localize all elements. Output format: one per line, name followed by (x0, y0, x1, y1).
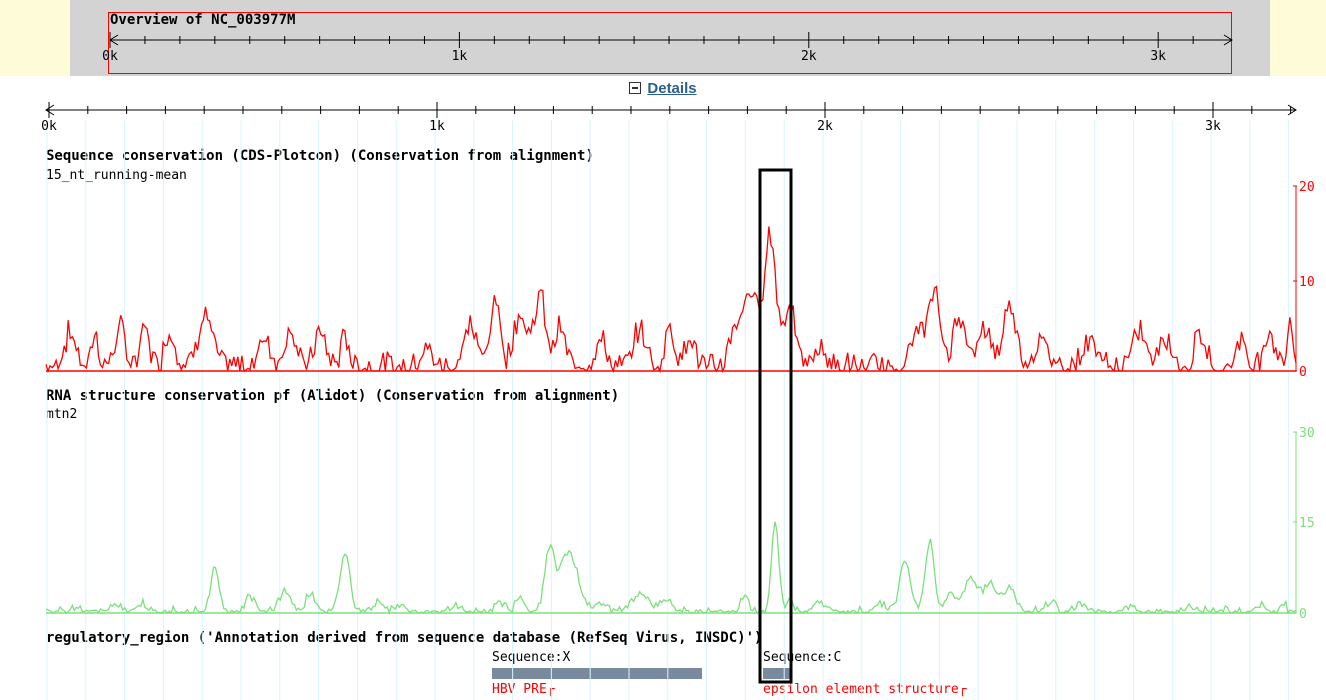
regulatory-track-title: regulatory_region ('Annotation derived f… (46, 630, 763, 646)
details-link[interactable]: Details (647, 80, 697, 97)
minus-box-icon[interactable] (629, 82, 642, 94)
feature-x-bar[interactable] (492, 668, 702, 679)
rna-conservation-line (45, 521, 1297, 616)
overview-title: Overview of NC_003977M (110, 12, 296, 28)
grid-lines (46, 120, 1290, 700)
ruler-tick-label: 2k (817, 119, 833, 134)
feature-c-bar[interactable] (763, 668, 791, 679)
rna-scale-label: 30 (1299, 426, 1315, 441)
overview-tick-label: 3k (1150, 49, 1166, 64)
rna-scale-label: 15 (1299, 516, 1315, 531)
rna-track-title: RNA structure conservation pf (Alidot) (… (46, 388, 620, 404)
highlight-region-box (758, 168, 793, 684)
overview-region-box[interactable] (108, 12, 1232, 74)
cds-scale-label: 20 (1299, 180, 1315, 195)
ruler-tick-label: 1k (429, 119, 445, 134)
overview-tick-label: 1k (452, 49, 468, 64)
cds-conservation-line (45, 226, 1297, 374)
overview-tick-label: 0k (102, 49, 118, 64)
rna-scale-label: 0 (1299, 607, 1307, 622)
cds-scale-label: 10 (1299, 275, 1315, 290)
overview-panel: Overview of NC_003977M (0, 0, 1326, 76)
ruler-tick-label: 3k (1205, 119, 1221, 134)
details-header: Details (0, 80, 1326, 102)
feature-c-label: Sequence:C (763, 650, 842, 665)
ruler-tick-label: 0k (41, 119, 57, 134)
feature-x-label: Sequence:X (492, 650, 571, 665)
rna-track-subtitle: mtn2 (46, 407, 78, 422)
feature-c-name[interactable]: epsilon element structure┌ (763, 682, 967, 697)
cds-track-subtitle: 15_nt_running-mean (46, 168, 187, 183)
overview-tick-label: 2k (801, 49, 817, 64)
feature-x-name[interactable]: HBV PRE┌ (492, 682, 555, 697)
cds-scale-label: 0 (1299, 365, 1307, 380)
cds-track-title: Sequence conservation (CDS-Plotcon) (Con… (46, 148, 594, 164)
ruler-arrow-left (45, 104, 55, 116)
ruler-arrow-right (1223, 34, 1233, 46)
